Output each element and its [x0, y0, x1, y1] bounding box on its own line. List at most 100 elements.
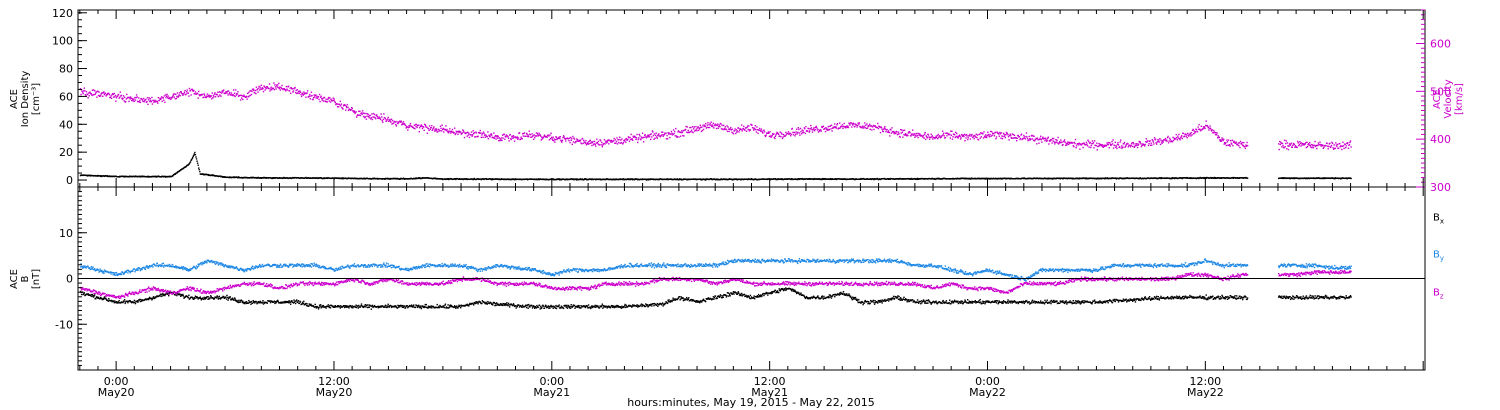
data-point	[1176, 139, 1179, 141]
data-point	[736, 131, 738, 133]
data-point	[863, 125, 865, 127]
data-point	[883, 128, 885, 130]
data-point	[696, 130, 698, 132]
data-point	[480, 132, 482, 134]
data-point	[406, 126, 408, 128]
data-point	[1322, 147, 1324, 150]
data-point	[256, 302, 259, 304]
data-point	[90, 293, 93, 296]
data-point	[599, 139, 601, 141]
data-point	[311, 94, 313, 97]
data-point	[198, 168, 200, 171]
data-point	[743, 125, 745, 128]
data-point	[737, 127, 740, 129]
data-point	[197, 298, 199, 300]
data-point	[1178, 138, 1181, 140]
data-point	[199, 296, 201, 298]
data-point	[322, 100, 325, 102]
data-point	[196, 160, 198, 162]
data-point	[172, 94, 174, 97]
data-point	[680, 131, 682, 134]
data-point	[260, 84, 262, 86]
data-point	[92, 89, 95, 91]
data-point	[325, 98, 327, 100]
data-point	[613, 140, 615, 142]
data-point	[1091, 142, 1093, 145]
data-point	[690, 126, 692, 129]
data-point	[80, 293, 83, 296]
data-point	[863, 127, 865, 129]
data-point	[702, 124, 704, 126]
data-point	[917, 136, 919, 139]
data-point	[92, 94, 94, 96]
data-point	[876, 127, 878, 129]
data-point	[251, 302, 254, 304]
data-point	[294, 91, 297, 94]
data-point	[1079, 143, 1082, 145]
data-point	[812, 129, 814, 131]
data-point	[789, 132, 791, 134]
data-point	[105, 95, 107, 97]
data-point	[516, 137, 518, 139]
data-point	[220, 92, 223, 94]
data-point	[874, 125, 876, 127]
data-point	[847, 125, 849, 127]
data-point	[385, 120, 388, 122]
data-point	[1123, 143, 1125, 145]
data-point	[700, 126, 702, 128]
data-point	[928, 138, 931, 140]
data-point	[979, 137, 981, 139]
data-point	[825, 128, 828, 130]
data-point	[1145, 141, 1147, 143]
data-point	[107, 299, 109, 302]
data-point	[219, 94, 221, 96]
data-point	[169, 96, 171, 99]
data-point	[158, 99, 161, 101]
data-point	[241, 97, 243, 99]
data-point	[279, 89, 282, 91]
data-point	[1114, 144, 1116, 147]
data-point	[89, 91, 91, 93]
data-point	[674, 130, 676, 133]
data-point	[1167, 135, 1169, 138]
data-point	[1182, 132, 1184, 135]
data-point	[1087, 139, 1089, 141]
data-point	[1088, 146, 1090, 148]
data-point	[437, 131, 439, 133]
data-point	[1327, 148, 1329, 150]
data-point	[924, 133, 926, 135]
data-point	[347, 109, 350, 112]
data-point	[1037, 138, 1040, 141]
data-point	[367, 113, 369, 116]
data-point	[868, 124, 870, 127]
data-point	[930, 133, 932, 135]
data-point	[1349, 141, 1351, 143]
data-point	[659, 135, 661, 137]
data-point	[562, 135, 565, 137]
data-point	[1208, 127, 1211, 129]
data-point	[1317, 142, 1320, 144]
data-point	[449, 130, 451, 133]
data-point	[802, 130, 804, 132]
data-point	[1333, 144, 1335, 146]
data-point	[642, 137, 644, 139]
data-point	[480, 136, 482, 139]
data-point	[152, 99, 155, 102]
data-point	[869, 123, 871, 125]
data-point	[946, 135, 948, 137]
data-point	[496, 135, 498, 137]
data-point	[895, 132, 897, 134]
data-point	[570, 136, 572, 139]
data-point	[859, 178, 862, 180]
data-point	[561, 139, 564, 142]
data-point	[434, 130, 437, 132]
data-point	[598, 144, 601, 146]
data-point	[723, 128, 725, 131]
data-point	[605, 140, 607, 142]
data-point	[395, 124, 397, 126]
data-point	[218, 295, 221, 298]
data-point	[1320, 145, 1322, 147]
data-point	[499, 139, 501, 142]
data-point	[1062, 143, 1064, 146]
data-point	[498, 137, 500, 139]
